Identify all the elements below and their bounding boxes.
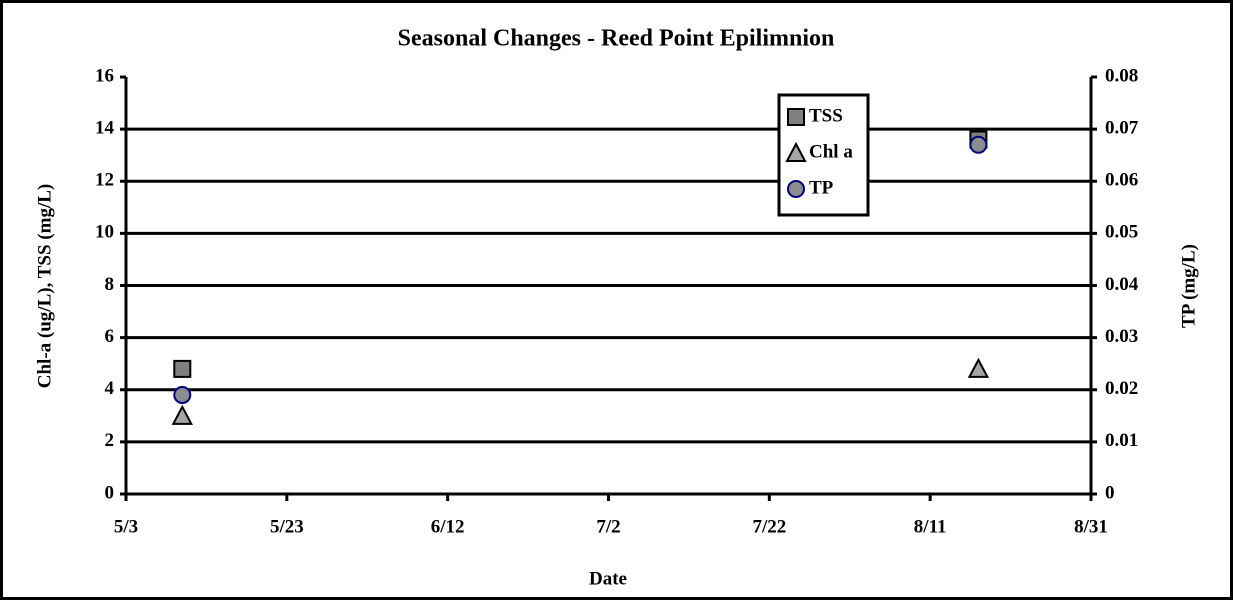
y2-tick-label: 0.06: [1105, 170, 1138, 191]
point: [171, 404, 193, 425]
y-tick-label: 16: [95, 65, 114, 86]
point: [173, 359, 192, 378]
y2-tick-label: 0.05: [1105, 222, 1138, 243]
x-tick-label: 7/22: [752, 516, 786, 537]
x-tick-label: 8/31: [1074, 516, 1108, 537]
y-tick-label: 14: [95, 117, 115, 138]
y2-axis-label: TP (mg/L): [1178, 244, 1199, 328]
x-tick-label: 5/23: [270, 516, 304, 537]
x-tick-label: 7/2: [596, 516, 620, 537]
x-tick-label: 5/3: [114, 516, 138, 537]
point: [173, 385, 192, 404]
legend-label: TP: [809, 177, 834, 198]
y2-tick-label: 0.02: [1105, 378, 1138, 399]
y2-tick-label: 0.04: [1105, 274, 1139, 295]
chart-title: Seasonal Changes - Reed Point Epilimnion: [398, 26, 835, 52]
y-axis-label: Chl-a (ug/L), TSS (mg/L): [34, 184, 55, 388]
x-tick-label: 8/11: [914, 516, 947, 537]
y2-tick-label: 0: [1105, 482, 1115, 503]
y2-tick-label: 0.01: [1105, 430, 1138, 451]
x-tick-label: 6/12: [431, 516, 465, 537]
y-tick-label: 4: [105, 378, 115, 399]
y-tick-label: 10: [95, 222, 114, 243]
legend-marker: [785, 141, 807, 162]
y-tick-label: 6: [105, 326, 115, 347]
y2-tick-label: 0.07: [1105, 117, 1139, 138]
point: [969, 135, 988, 154]
legend-label: TSS: [809, 105, 843, 126]
point: [967, 357, 990, 378]
y-tick-label: 0: [105, 482, 115, 503]
y-tick-label: 8: [105, 274, 115, 295]
x-axis-label: Date: [589, 568, 627, 589]
y-tick-label: 12: [95, 170, 114, 191]
legend-label: Chl a: [809, 141, 853, 162]
y2-tick-label: 0.08: [1105, 65, 1138, 86]
y2-tick-label: 0.03: [1105, 326, 1138, 347]
y-tick-label: 2: [105, 430, 115, 451]
legend-marker: [787, 180, 805, 198]
legend-marker: [787, 108, 805, 126]
